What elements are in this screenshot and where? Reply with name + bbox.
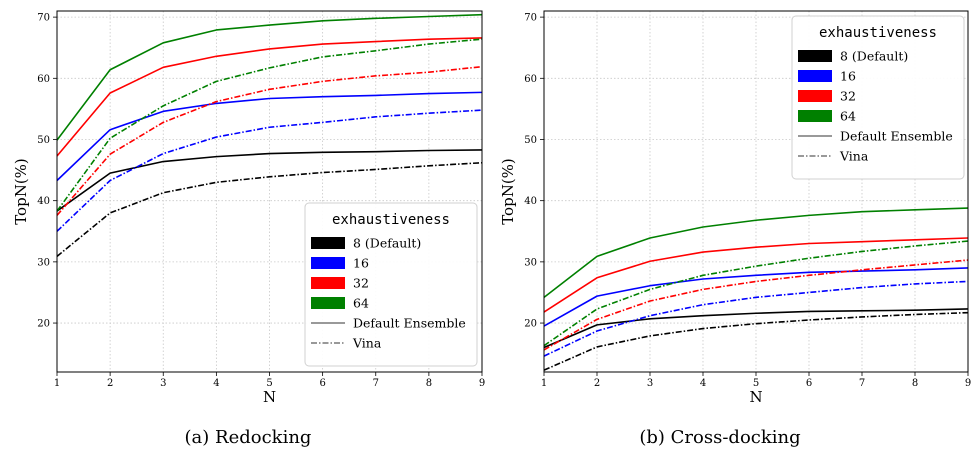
series-line	[543, 308, 969, 349]
series-line	[56, 149, 483, 212]
legend-swatch	[311, 297, 345, 309]
legend-entry-label: 64	[353, 296, 369, 311]
series-line	[56, 91, 483, 182]
legend-swatch	[311, 237, 345, 249]
x-tick-label: 2	[594, 378, 600, 389]
legend-swatch	[311, 257, 345, 269]
series-line	[56, 38, 483, 212]
x-axis-label: N	[263, 388, 276, 406]
series-line	[543, 267, 969, 327]
y-tick-label: 20	[37, 319, 50, 330]
legend-entry-label: 32	[840, 89, 856, 104]
chart-panel-2: 1 2 3 4 5 6 7 8 9 20 30 40 50 60 70 N TopN(%) (b) Cross-d…	[499, 10, 971, 448]
series-line	[56, 37, 483, 157]
y-axis-label: TopN(%)	[12, 158, 30, 225]
series-line	[56, 109, 483, 232]
legend-style-label: Default Ensemble	[840, 129, 953, 144]
legend-swatch	[798, 90, 832, 102]
x-tick-label: 9	[965, 378, 971, 389]
legend-box	[304, 202, 478, 367]
series-line	[56, 65, 483, 216]
y-tick-label: 40	[524, 196, 537, 207]
x-tick-label: 4	[213, 378, 219, 389]
x-axis-label: N	[749, 388, 762, 406]
chart-caption: (a) Redocking	[185, 427, 312, 448]
x-tick-label: 1	[541, 378, 547, 389]
legend-style-label: Vina	[839, 149, 869, 164]
y-tick-label: 40	[37, 196, 50, 207]
legend-style-label: Vina	[352, 336, 382, 351]
x-tick-label: 6	[319, 378, 325, 389]
legend-title: exhaustiveness	[332, 212, 450, 228]
legend-entry-label: 8 (Default)	[353, 236, 421, 251]
x-tick-label: 2	[107, 378, 113, 389]
y-tick-label: 30	[524, 257, 537, 268]
series-line	[56, 13, 483, 141]
x-tick-label: 7	[859, 378, 865, 389]
legend-entry-label: 64	[840, 109, 856, 124]
series-line	[543, 280, 969, 357]
y-tick-label: 30	[37, 257, 50, 268]
legend-box	[791, 15, 965, 180]
legend-style-label: Default Ensemble	[353, 316, 466, 331]
legend-swatch	[798, 50, 832, 62]
legend-entry-label: 16	[353, 256, 369, 271]
y-tick-label: 60	[524, 74, 537, 85]
series-line	[543, 240, 969, 347]
x-tick-label: 1	[54, 378, 60, 389]
x-tick-label: 5	[753, 378, 759, 389]
x-tick-label: 7	[373, 378, 379, 389]
x-tick-label: 8	[426, 378, 432, 389]
y-tick-label: 60	[37, 74, 50, 85]
legend-swatch	[798, 70, 832, 82]
series-line	[543, 237, 969, 313]
x-tick-label: 6	[806, 378, 812, 389]
legend-title: exhaustiveness	[819, 25, 937, 41]
series-line	[56, 161, 483, 257]
legend: exhaustiveness 8 (Default) 16 32 64 Default E…	[304, 202, 478, 367]
x-tick-label: 4	[700, 378, 706, 389]
x-tick-label: 3	[647, 378, 653, 389]
y-tick-label: 50	[524, 135, 537, 146]
x-tick-label: 9	[479, 378, 485, 389]
y-tick-label: 70	[37, 13, 50, 24]
y-tick-label: 70	[524, 13, 537, 24]
chart-panel-1: 1 2 3 4 5 6 7 8 9 20 30 40 50 60 70 N TopN(%) (a) Redocki…	[12, 10, 485, 448]
chart-caption: (b) Cross-docking	[639, 427, 800, 448]
x-tick-label: 3	[160, 378, 166, 389]
y-axis-label: TopN(%)	[499, 158, 517, 225]
series-line	[543, 311, 969, 371]
x-tick-label: 5	[266, 378, 272, 389]
legend: exhaustiveness 8 (Default) 16 32 64 Default E…	[791, 15, 965, 180]
legend-entry-label: 32	[353, 276, 369, 291]
y-tick-label: 50	[37, 135, 50, 146]
y-tick-label: 20	[524, 319, 537, 330]
legend-swatch	[798, 110, 832, 122]
x-tick-label: 8	[912, 378, 918, 389]
legend-entry-label: 16	[840, 69, 856, 84]
legend-entry-label: 8 (Default)	[840, 49, 908, 64]
legend-swatch	[311, 277, 345, 289]
series-line	[543, 207, 969, 298]
